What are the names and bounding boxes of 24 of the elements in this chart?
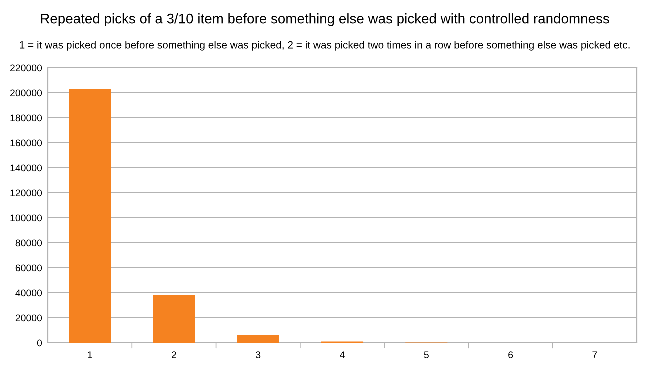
y-tick-label: 20000 [16, 314, 42, 322]
x-tick-label: 2 [172, 352, 176, 358]
bar [237, 336, 280, 343]
y-tick-label: 100000 [10, 214, 42, 222]
y-tick-label: 80000 [16, 240, 42, 247]
x-tick-label: 1 [88, 352, 92, 358]
y-tick-label: 120000 [10, 190, 42, 197]
y-tick-label: 0 [37, 340, 42, 347]
chart-subtitle: 1 = it was picked once before something else was picked, 2 = it was picked two times in a row before something else was picked etc. [20, 41, 630, 51]
y-tick-label: 160000 [10, 140, 42, 147]
x-tick-label: 7 [592, 352, 598, 358]
y-tick-label: 140000 [10, 164, 42, 172]
x-tick-label: 5 [424, 352, 429, 358]
bar [69, 89, 112, 343]
bar [153, 296, 196, 343]
x-tick-label: 4 [340, 352, 345, 358]
y-tick-label: 200000 [10, 90, 42, 97]
chart-title: Repeated picks of a 3/10 item before something else was picked with controlled randomness [41, 14, 610, 26]
x-tick-label: 3 [256, 352, 261, 358]
y-tick-label: 40000 [16, 290, 42, 297]
x-tick-label: 6 [508, 352, 514, 358]
y-tick-label: 60000 [16, 264, 42, 272]
y-tick-label: 180000 [10, 114, 42, 122]
y-tick-label: 220000 [10, 64, 42, 72]
